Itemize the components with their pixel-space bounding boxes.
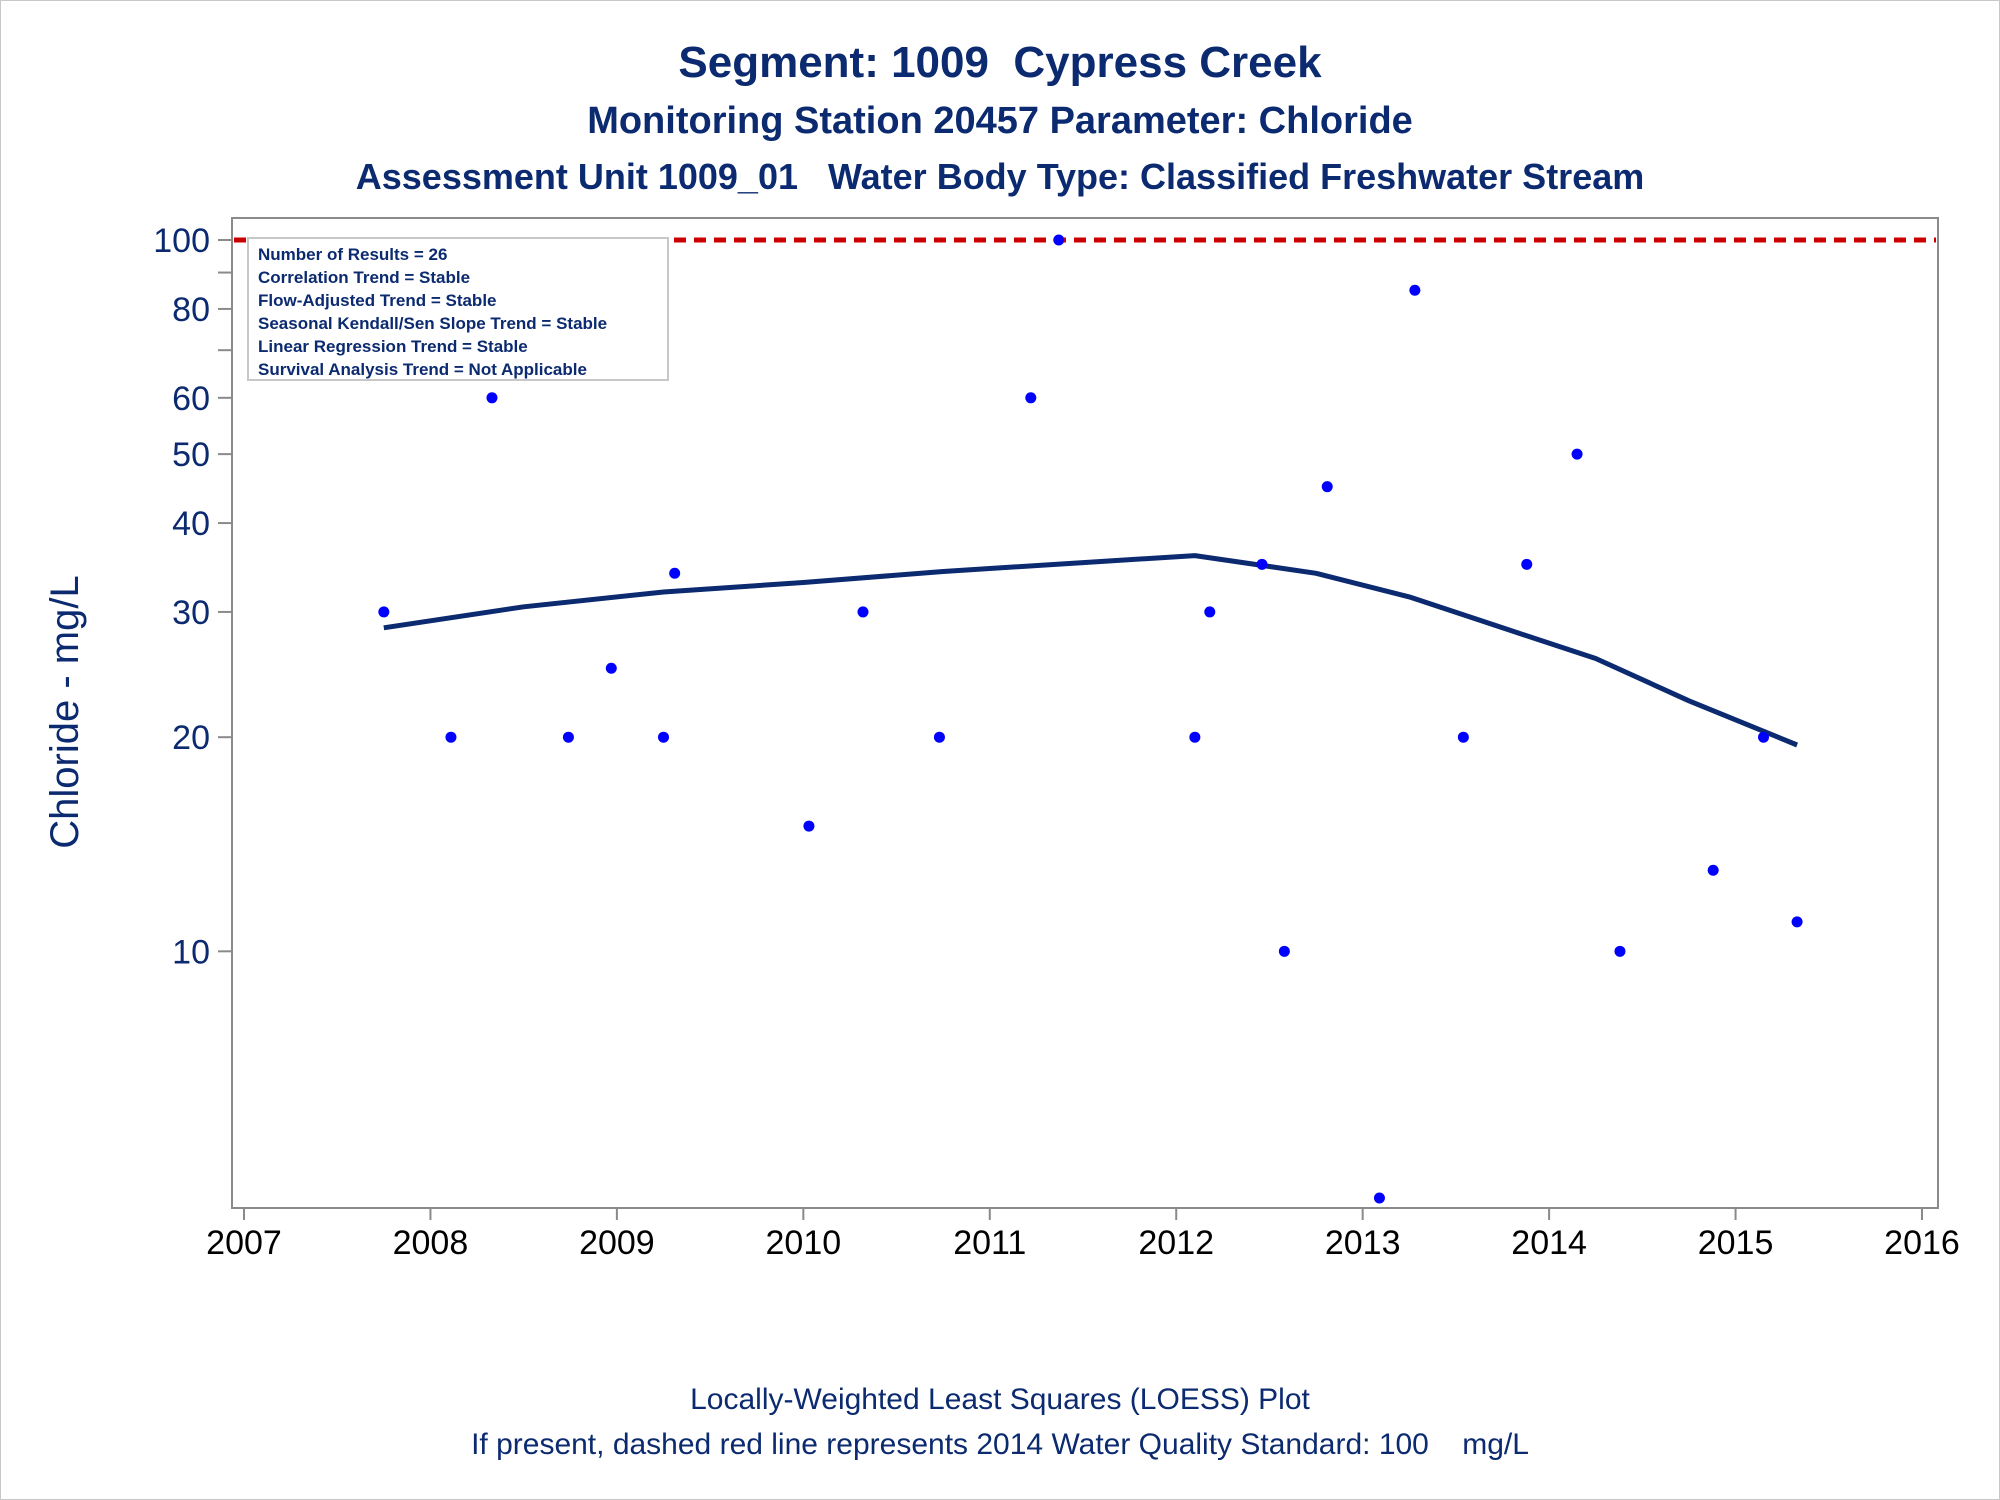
data-point (1758, 731, 1770, 743)
data-point (1278, 945, 1290, 957)
y-tick-label: 80 (172, 291, 210, 329)
data-point (1409, 284, 1421, 296)
legend-line: Flow-Adjusted Trend = Stable (258, 291, 497, 310)
x-tick-label: 2009 (579, 1224, 655, 1262)
x-tick-label: 2016 (1884, 1224, 1960, 1262)
data-point (605, 662, 617, 674)
x-tick-label: 2007 (206, 1224, 282, 1262)
legend-line: Seasonal Kendall/Sen Slope Trend = Stabl… (258, 314, 607, 333)
x-tick-label: 2012 (1138, 1224, 1214, 1262)
data-point (1614, 945, 1626, 957)
data-point (669, 567, 681, 579)
data-point (1571, 448, 1583, 460)
data-point (1791, 916, 1803, 928)
data-point (1204, 606, 1216, 618)
data-point (1189, 731, 1201, 743)
data-point (445, 731, 457, 743)
legend-line: Survival Analysis Trend = Not Applicable (258, 360, 587, 379)
y-tick-label: 10 (172, 933, 210, 971)
data-point (1053, 234, 1065, 246)
x-tick-label: 2014 (1511, 1224, 1587, 1262)
chart-title: Segment: 1009 Cypress Creek (678, 38, 1322, 87)
y-tick-label: 30 (172, 594, 210, 632)
legend-line: Number of Results = 26 (258, 245, 447, 264)
data-point (1256, 558, 1268, 570)
y-axis-label: Chloride - mg/L (43, 575, 87, 848)
x-tick-label: 2013 (1325, 1224, 1401, 1262)
data-point (486, 392, 498, 404)
data-point (1321, 481, 1333, 493)
chart-subtitle-2: Assessment Unit 1009_01 Water Body Type:… (355, 156, 1645, 197)
points-group (378, 234, 1803, 1204)
data-point (1521, 558, 1533, 570)
footer-note-1: Locally-Weighted Least Squares (LOESS) P… (690, 1383, 1310, 1416)
data-point (803, 820, 815, 832)
y-tick-label: 100 (153, 222, 210, 260)
y-tick-label: 50 (172, 436, 210, 474)
y-tick-label: 60 (172, 380, 210, 418)
x-tick-label: 2011 (953, 1224, 1026, 1262)
y-tick-label: 40 (172, 505, 210, 543)
axes-group: 2007 2008 2009 2010 2011 2012 2013 2014 2015 2016… (153, 217, 1960, 1262)
data-point (1707, 864, 1719, 876)
loess-group (383, 553, 1799, 748)
footer-note-2: If present, dashed red line represents 2… (471, 1428, 1529, 1461)
y-tick-label: 20 (172, 719, 210, 757)
data-point (1373, 1192, 1385, 1204)
loess-line (383, 553, 1799, 748)
data-point (658, 731, 669, 743)
legend-line: Linear Regression Trend = Stable (258, 337, 528, 356)
data-point (1457, 731, 1469, 743)
x-tick-label: 2008 (393, 1224, 469, 1262)
data-point (857, 606, 869, 618)
x-tick-label: 2010 (766, 1224, 842, 1262)
plot-area-frame (231, 217, 1939, 1209)
chart-subtitle: Monitoring Station 20457 Parameter: Chlo… (587, 100, 1413, 142)
legend-frame (247, 237, 669, 381)
data-point (933, 731, 945, 743)
x-tick-label: 2015 (1698, 1224, 1774, 1262)
data-point (378, 606, 390, 618)
legend-line: Correlation Trend = Stable (258, 268, 470, 287)
legend-box: Number of Results = 26 Correlation Trend … (247, 237, 669, 381)
data-point (562, 731, 574, 743)
data-point (1025, 392, 1037, 404)
